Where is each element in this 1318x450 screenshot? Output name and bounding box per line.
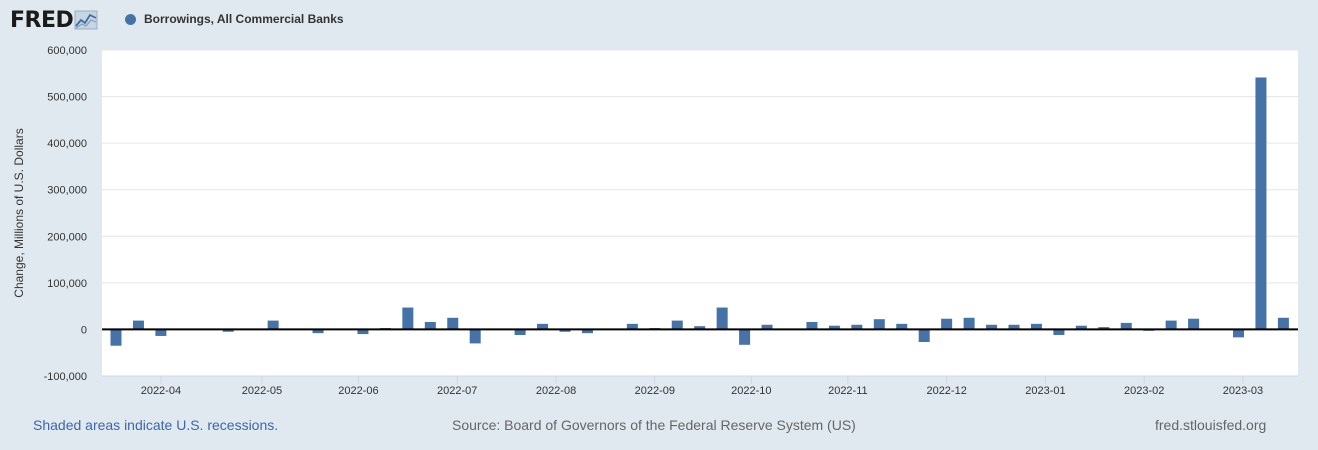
bar-series <box>110 77 1289 346</box>
bar[interactable] <box>1030 323 1042 330</box>
y-tick-label: 500,000 <box>47 92 87 104</box>
bar[interactable] <box>110 329 122 346</box>
bar[interactable] <box>761 324 773 330</box>
bar[interactable] <box>402 307 414 330</box>
bar-chart: -100,000 0 100,000 200,000 300,000 400,000 500… <box>12 45 1298 397</box>
y-axis-ticks: -100,000 0 100,000 200,000 300,000 400,000 500… <box>44 45 87 383</box>
bar[interactable] <box>1098 327 1110 330</box>
bar[interactable] <box>739 329 751 345</box>
y-tick-label: 100,000 <box>47 278 87 290</box>
x-tick-label: 2022-05 <box>242 385 282 397</box>
bar[interactable] <box>806 321 818 330</box>
chart-line-icon <box>74 10 98 30</box>
x-tick-label: 2023-01 <box>1025 385 1065 397</box>
fred-logo-text: FRED <box>10 7 74 33</box>
site-link[interactable]: fred.stlouisfed.org <box>1155 417 1267 433</box>
source-note: Source: Board of Governors of the Federa… <box>452 417 856 433</box>
bar[interactable] <box>469 329 481 344</box>
y-axis-title: Change, Millions of U.S. Dollars <box>12 128 26 297</box>
bar[interactable] <box>716 307 728 330</box>
y-tick-label: 400,000 <box>47 138 87 150</box>
bar[interactable] <box>963 317 975 330</box>
x-tick-label: 2022-12 <box>926 385 966 397</box>
bar[interactable] <box>1277 317 1289 330</box>
x-tick-label: 2022-09 <box>635 385 675 397</box>
bar[interactable] <box>132 320 144 330</box>
y-tick-label: 200,000 <box>47 231 87 243</box>
x-tick-label: 2022-11 <box>828 385 868 397</box>
plot-area <box>102 50 1298 376</box>
bar[interactable] <box>447 317 459 330</box>
recession-note-link[interactable]: Shaded areas indicate U.S. recessions. <box>33 417 279 433</box>
chart-header: FRED Borrowings, All Commercial Banks <box>0 0 1318 40</box>
bar[interactable] <box>986 324 998 330</box>
bar[interactable] <box>1255 77 1267 330</box>
bar[interactable] <box>1075 325 1087 330</box>
x-tick-label: 2022-10 <box>731 385 771 397</box>
x-tick-label: 2022-04 <box>141 385 181 397</box>
bar[interactable] <box>1165 320 1177 330</box>
bar[interactable] <box>1120 322 1132 330</box>
bar[interactable] <box>1053 329 1065 336</box>
legend-label: Borrowings, All Commercial Banks <box>144 12 344 26</box>
fred-logo[interactable]: FRED <box>10 7 98 33</box>
x-tick-label: 2022-06 <box>338 385 378 397</box>
bar[interactable] <box>671 320 683 330</box>
y-tick-label: 0 <box>81 324 87 336</box>
bar[interactable] <box>537 323 549 330</box>
bar[interactable] <box>918 329 930 343</box>
bar[interactable] <box>559 329 571 332</box>
bar[interactable] <box>357 329 369 335</box>
x-tick-label: 2022-07 <box>437 385 477 397</box>
bar[interactable] <box>1233 329 1244 338</box>
x-axis-ticks: 2022-04 2022-05 2022-06 2022-07 2022-08 2022-… <box>102 375 1298 397</box>
bar[interactable] <box>581 329 593 334</box>
y-tick-label: -100,000 <box>44 371 87 383</box>
bar[interactable] <box>873 319 885 330</box>
bar[interactable] <box>155 329 167 336</box>
legend[interactable]: Borrowings, All Commercial Banks <box>125 12 344 26</box>
bar[interactable] <box>514 329 526 336</box>
bar[interactable] <box>626 323 638 330</box>
bar[interactable] <box>828 325 840 330</box>
x-tick-label: 2022-08 <box>536 385 576 397</box>
bar[interactable] <box>694 326 706 330</box>
bar[interactable] <box>1188 318 1200 330</box>
bar[interactable] <box>424 321 436 330</box>
legend-marker <box>125 13 136 25</box>
bar[interactable] <box>851 324 863 330</box>
bar[interactable] <box>312 329 324 334</box>
y-tick-label: 300,000 <box>47 185 87 197</box>
x-tick-label: 2023-03 <box>1223 385 1263 397</box>
bar[interactable] <box>896 323 908 330</box>
bar[interactable] <box>941 318 953 330</box>
x-tick-label: 2023-02 <box>1124 385 1164 397</box>
bar[interactable] <box>1008 324 1020 330</box>
y-tick-label: 600,000 <box>47 45 87 57</box>
bar[interactable] <box>267 320 279 330</box>
bar[interactable] <box>222 329 234 332</box>
